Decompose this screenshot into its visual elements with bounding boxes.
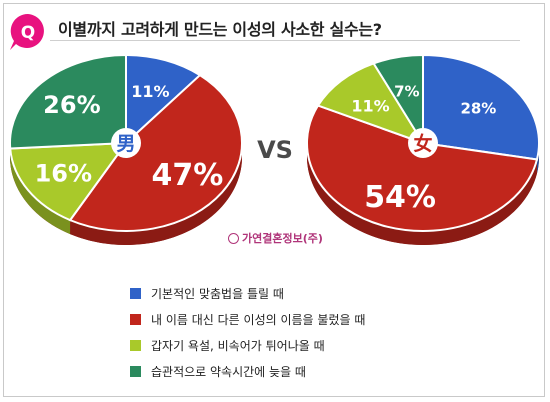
legend-item: 기본적인 맞춤법을 틀릴 때 [130,280,365,306]
pie-data-label: 28% [460,100,496,118]
gender-badge [111,128,141,158]
pie-data-label: 16% [35,160,92,188]
logo-mark-icon [228,232,239,244]
legend-label: 습관적으로 약속시간에 늦을 때 [151,364,306,379]
legend-swatch [130,339,141,351]
legend-swatch [130,287,141,299]
pie-charts: VS 11% 47% 16% 26% 男 28% 54% 11% 7% 女 [9,53,540,246]
legend-item: 갑자기 욕설, 비속어가 튀어나올 때 [130,332,365,358]
pie-slice-side [70,75,243,246]
pie-slice [316,62,426,145]
pie-data-label: 11% [131,82,169,101]
legend-label: 기본적인 맞춤법을 틀릴 때 [151,286,284,301]
source-logo: 가연결혼정보(주) [228,230,323,246]
legend-item: 내 이름 대신 다른 이성의 이름을 불렀을 때 [130,306,365,332]
question-badge-letter: Q [21,23,35,43]
pie-slice [9,141,129,222]
pie-slice [125,53,202,146]
legend-swatch [130,365,141,377]
gender-label: 男 [116,133,135,155]
gender-label: 女 [413,132,432,155]
pie-data-label: 7% [394,82,419,100]
legend: 기본적인 맞춤법을 틀릴 때 내 이름 대신 다른 이성의 이름을 불렀을 때 … [130,280,365,384]
pie-slice [306,104,539,232]
vs-label: VS [257,136,293,164]
page-title: 이별까지 고려하게 만드는 이성의 사소한 실수는? [58,20,382,39]
pie-data-label: 11% [351,97,389,116]
pie-slice [372,53,424,147]
pie-chart: 28% 54% 11% 7% 女 [306,53,540,245]
legend-label: 내 이름 대신 다른 이성의 이름을 불렀을 때 [151,312,366,327]
pie-chart: 11% 47% 16% 26% 男 [9,53,243,246]
pie-data-label: 26% [43,91,100,119]
pie-slice [422,53,540,161]
pie-slice [68,73,243,232]
question-badge-icon: Q [10,13,44,50]
legend-swatch [130,313,141,325]
title-divider [50,40,520,41]
gender-badge [408,128,438,158]
pie-data-label: 54% [364,180,436,215]
legend-label: 갑자기 욕설, 비속어가 튀어나올 때 [151,338,325,353]
source-logo-text: 가연결혼정보(주) [242,232,323,245]
pie-data-label: 47% [151,158,223,193]
legend-item: 습관적으로 약속시간에 늦을 때 [130,358,365,384]
pie-slice [9,53,127,150]
